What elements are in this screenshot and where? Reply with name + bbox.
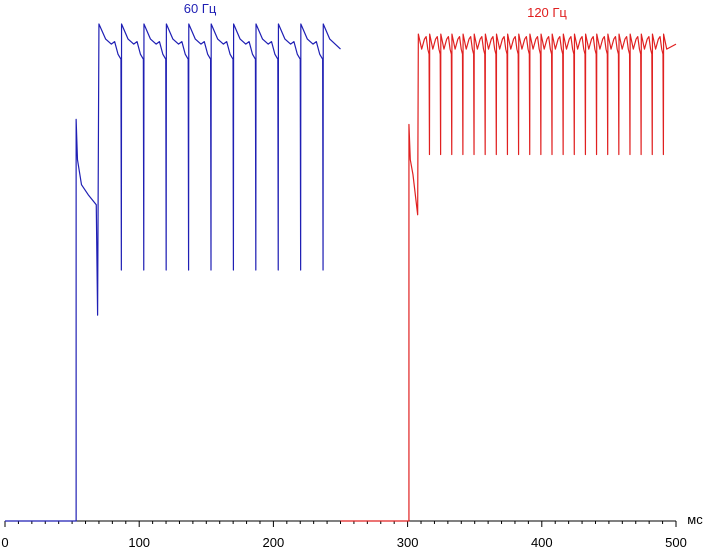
x-axis-unit-label: мс <box>687 512 703 527</box>
x-tick-label: 400 <box>531 535 553 550</box>
x-tick-label: 500 <box>665 535 687 550</box>
series-label-60hz: 60 Гц <box>184 1 217 16</box>
x-axis: 0 100 200 300 400 500 <box>1 520 687 550</box>
series-line-120hz <box>340 33 677 522</box>
x-tick-label: 0 <box>1 535 8 550</box>
series-line-60hz <box>5 23 341 522</box>
series-label-120hz: 120 Гц <box>527 5 567 20</box>
x-tick-label: 300 <box>397 535 419 550</box>
x-tick-label: 200 <box>263 535 285 550</box>
series-group <box>5 23 677 522</box>
series-labels: 60 Гц 120 Гц <box>184 1 568 20</box>
x-tick-label: 100 <box>128 535 150 550</box>
